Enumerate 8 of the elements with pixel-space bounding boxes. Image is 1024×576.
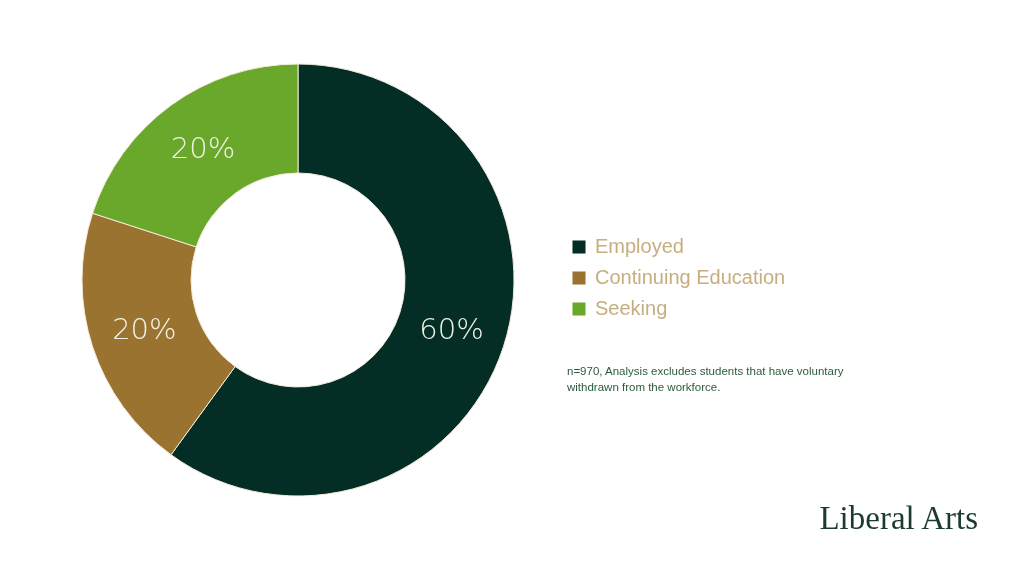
data-label: 60% (419, 311, 484, 346)
data-label: 20% (112, 311, 177, 346)
text: n=970, Analysis excludes students that have voluntary withdrawn from the workforce. (567, 364, 845, 395)
data-label: 20% (170, 131, 236, 166)
legend-label: Seeking (595, 297, 668, 319)
legend-label: Continuing Education (595, 266, 786, 288)
legend-label: Employed (595, 235, 684, 257)
text: Liberal Arts (819, 500, 978, 537)
